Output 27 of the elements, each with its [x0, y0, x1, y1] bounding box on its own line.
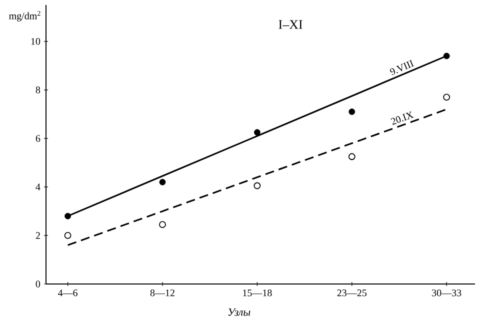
y-tick-label: 4 [36, 184, 40, 190]
x-tick-label: 4—6 [58, 290, 78, 296]
x-tick-label: 15—18 [243, 290, 272, 296]
line-series [66, 108, 448, 246]
y-tick-label: 6 [36, 135, 40, 142]
text: 20.IX [390, 111, 414, 125]
x-tick-label: 8—12 [150, 290, 174, 296]
y-axis-title: mg/dm$^{2}$ [9, 10, 40, 22]
x-axis-title: Узлы [228, 308, 250, 316]
text: I–XI [278, 20, 302, 29]
point [159, 221, 166, 228]
point [348, 108, 356, 115]
point [254, 129, 260, 136]
y-tick-label: 0 [36, 280, 40, 288]
x-tick-label: 23—25 [337, 290, 366, 296]
text: 9.VIII [390, 60, 414, 76]
point [64, 232, 72, 239]
point [64, 212, 71, 220]
y-tick-label: 10 [31, 38, 40, 45]
point [443, 94, 450, 101]
x-tick-label: 30—33 [432, 290, 462, 296]
point [348, 153, 356, 160]
y-tick-label: 2 [36, 232, 40, 239]
y-tick-label: 8 [36, 86, 40, 94]
point [159, 178, 166, 186]
point [254, 182, 261, 190]
point [443, 52, 450, 60]
